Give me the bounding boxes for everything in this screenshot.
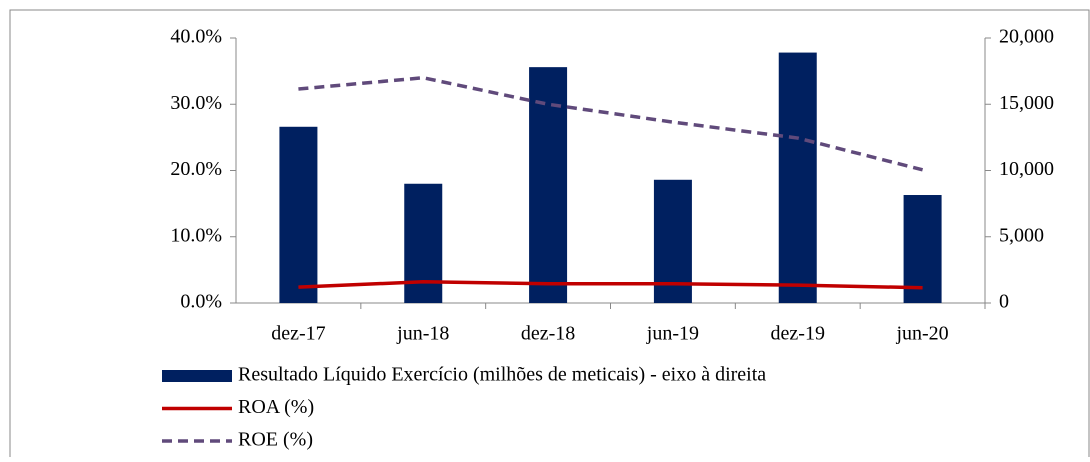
line [298, 75, 924, 172]
x-tick-label: jun-19 [646, 323, 699, 345]
line [298, 280, 923, 290]
legend-swatch [162, 370, 232, 382]
y-tick-label: 0.0% [180, 291, 222, 313]
bar [903, 195, 942, 303]
y2-tick-label: 10,000 [999, 158, 1054, 180]
x-tick-label: dez-17 [271, 323, 325, 345]
bar [529, 67, 568, 304]
y-tick-label: 20.0% [170, 158, 222, 180]
legend-label: Resultado Líquido Exercício (milhões de … [238, 364, 766, 386]
legend-label: ROE (%) [238, 429, 313, 451]
x-tick-label: jun-20 [895, 323, 948, 345]
y2-tick-label: 0 [999, 291, 1009, 313]
y2-tick-label: 5,000 [999, 224, 1044, 246]
bar [778, 52, 817, 304]
x-tick-label: dez-18 [521, 323, 575, 345]
legend-label: ROA (%) [238, 396, 314, 418]
y-tick-label: 10.0% [170, 224, 222, 246]
x-tick-label: dez-19 [771, 323, 825, 345]
x-tick-label: jun-18 [396, 323, 449, 345]
y2-tick-label: 15,000 [999, 92, 1054, 114]
bar [404, 183, 443, 303]
bar [279, 126, 318, 304]
y2-tick-label: 20,000 [999, 26, 1054, 48]
y-tick-label: 40.0% [170, 26, 222, 48]
y-tick-label: 30.0% [170, 92, 222, 114]
